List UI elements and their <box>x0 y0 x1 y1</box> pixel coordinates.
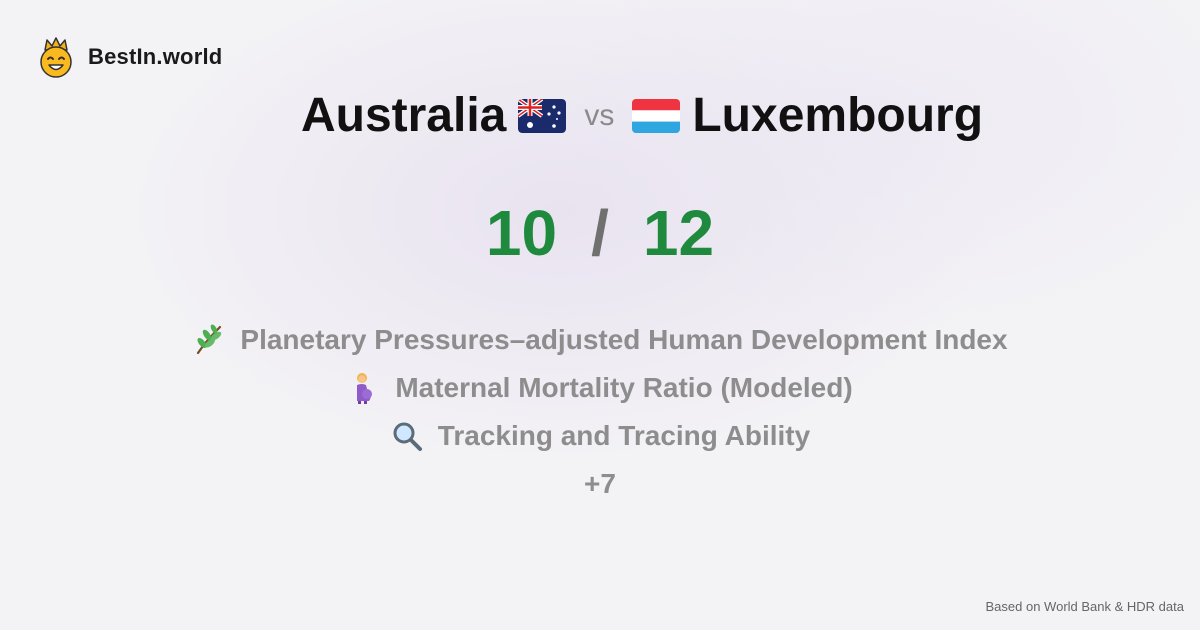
score-a: 10 <box>485 197 558 269</box>
australia-flag-icon <box>518 98 567 133</box>
luxembourg-flag-icon <box>632 98 681 133</box>
source-note: Based on World Bank & HDR data <box>985 599 1184 614</box>
score-b: 12 <box>642 197 715 269</box>
metric-item[interactable]: Planetary Pressures–adjusted Human Devel… <box>0 316 1200 364</box>
crowned-smiley-icon <box>40 37 72 78</box>
metric-item[interactable]: Tracking and Tracing Ability <box>0 412 1200 460</box>
comparison-title: Australia vs Luxembourg <box>0 88 1200 143</box>
metrics-list: Planetary Pressures–adjusted Human Devel… <box>0 316 1200 508</box>
metric-label: Tracking and Tracing Ability <box>437 420 811 451</box>
metric-label: Maternal Mortality Ratio (Modeled) <box>395 372 853 403</box>
brand-name: BestIn.world <box>88 44 223 69</box>
score-row: 10 / 12 <box>0 196 1200 270</box>
brand[interactable]: BestIn.world <box>38 36 222 78</box>
country-a-name: Australia <box>300 89 507 142</box>
magnifying-glass-icon <box>393 422 422 451</box>
herb-icon <box>197 324 222 355</box>
metric-label: Planetary Pressures–adjusted Human Devel… <box>240 324 1008 355</box>
score-separator: / <box>591 197 609 269</box>
pregnant-woman-icon <box>357 373 373 404</box>
metric-item[interactable]: Maternal Mortality Ratio (Modeled) <box>0 364 1200 412</box>
country-b-name: Luxembourg <box>692 89 984 142</box>
more-metrics-count[interactable]: +7 <box>584 468 616 499</box>
vs-label: vs <box>584 98 615 132</box>
